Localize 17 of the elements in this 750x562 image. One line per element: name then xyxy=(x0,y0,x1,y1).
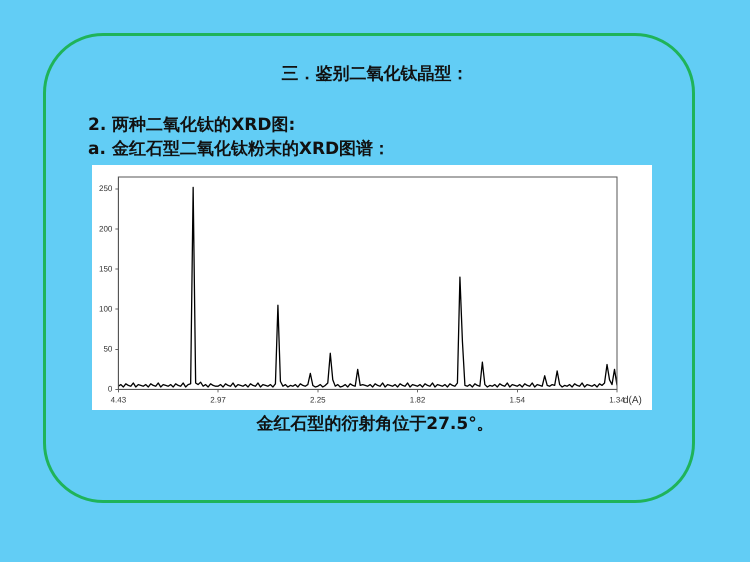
x-tick-label: 1.34 xyxy=(609,395,626,404)
x-tick-label: 1.54 xyxy=(509,395,526,404)
y-tick-label: 100 xyxy=(98,304,113,314)
x-tick-label: 2.25 xyxy=(310,395,326,404)
x-axis-title: d(A) xyxy=(623,395,642,406)
text: 金红石型的衍射角位于27.5°。 xyxy=(255,413,495,435)
y-tick-label: 250 xyxy=(98,184,113,194)
y-tick-label: 50 xyxy=(103,344,113,354)
x-tick-label: 2.97 xyxy=(210,395,226,404)
y-tick-label: 150 xyxy=(98,264,113,274)
x-tick-label: 4.43 xyxy=(110,395,127,404)
chart-title: 三．鉴别二氧化钛晶型： xyxy=(280,63,470,85)
y-tick-label: 0 xyxy=(108,384,113,394)
x-tick-label: 1.82 xyxy=(410,395,426,404)
chart-subtitle: 2. 两种二氧化钛的XRD图: xyxy=(88,114,296,136)
text: a. 金红石型二氧化钛粉末的XRD图谱： xyxy=(88,138,390,160)
y-tick-label: 200 xyxy=(98,224,113,234)
